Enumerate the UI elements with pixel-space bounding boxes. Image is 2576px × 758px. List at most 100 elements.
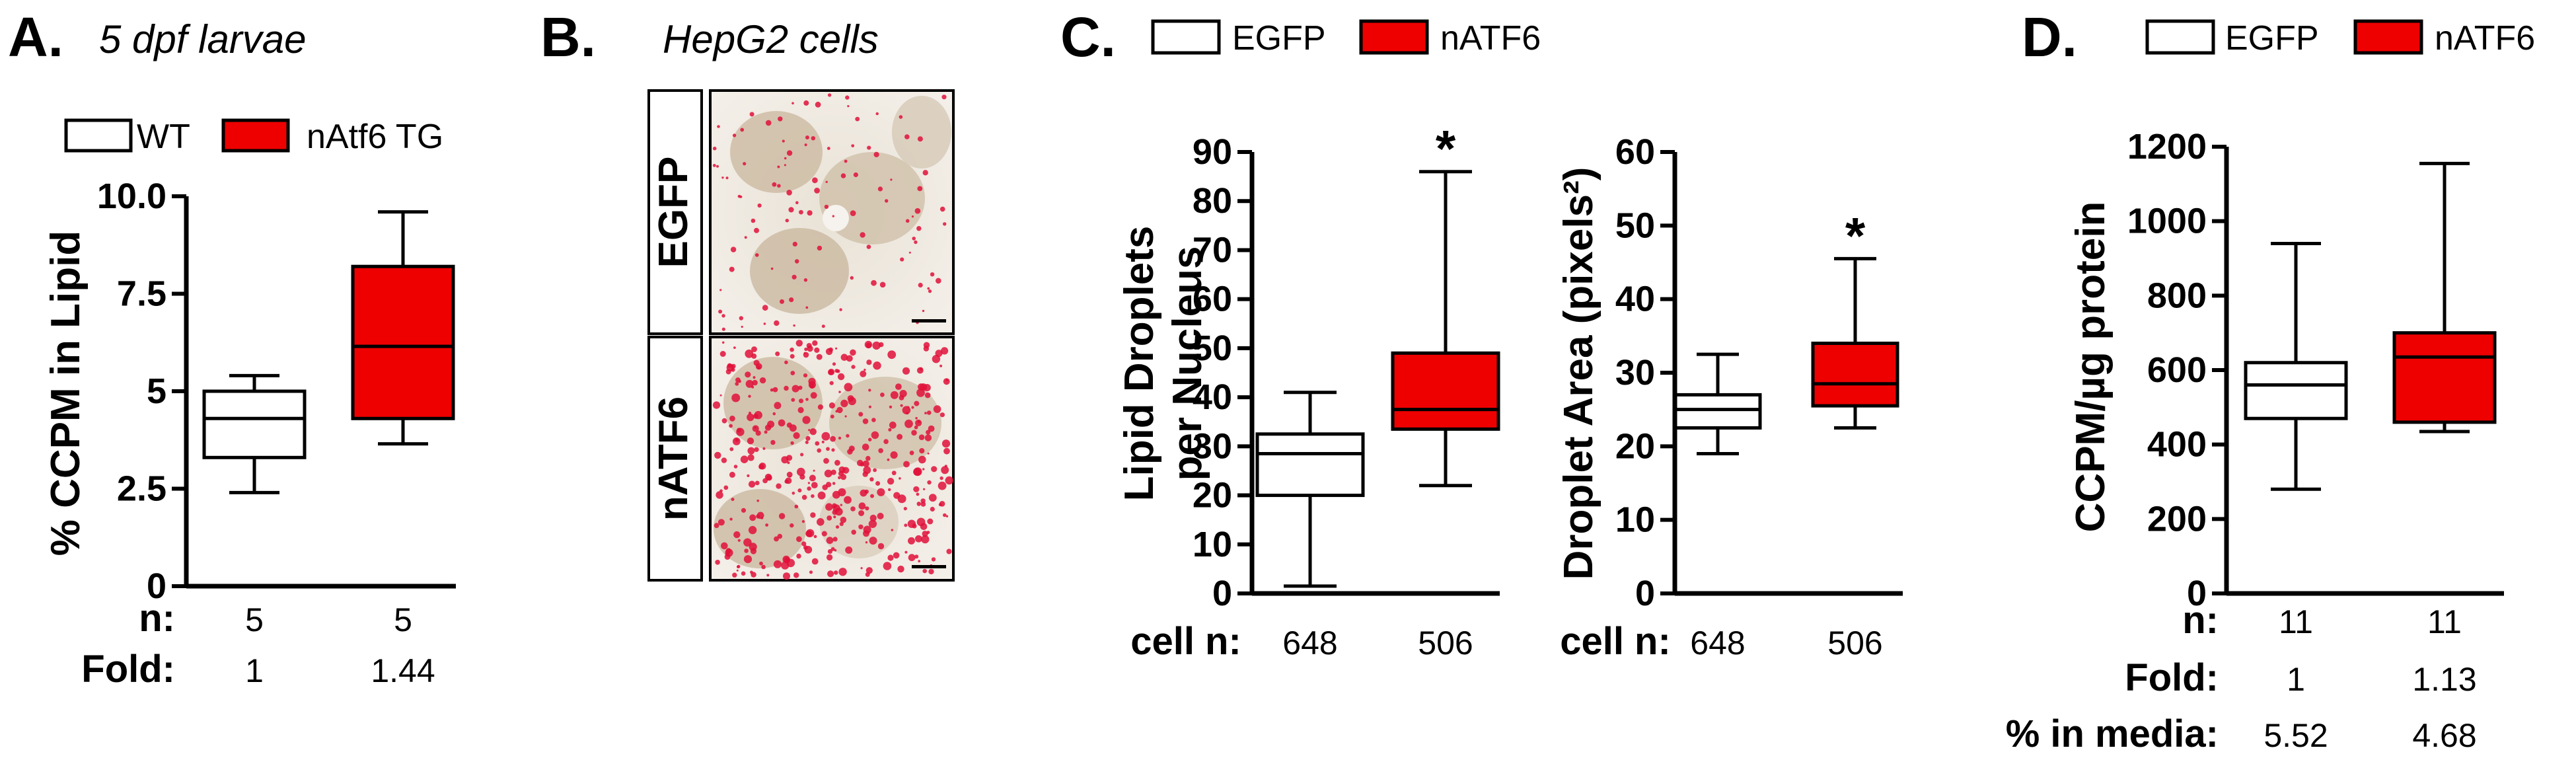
lipid-droplet (865, 342, 872, 349)
lipid-droplet (869, 514, 877, 522)
lipid-droplet (853, 172, 858, 178)
lipid-droplet (839, 308, 842, 311)
lipid-droplet (777, 184, 781, 188)
box-0 (1674, 393, 1762, 430)
lipid-droplet (827, 570, 834, 578)
lipid-droplet (914, 240, 918, 245)
lipid-droplet (798, 385, 803, 390)
lipid-droplet (838, 436, 842, 440)
lipid-droplet (789, 475, 791, 478)
lipid-droplet (752, 379, 758, 386)
lipid-droplet (808, 377, 816, 385)
lipid-droplet (755, 430, 761, 436)
lipid-droplet (741, 508, 747, 513)
lipid-droplet (840, 504, 843, 506)
lipid-droplet (879, 282, 886, 288)
lipid-droplet (837, 373, 845, 381)
legend-swatch-natf6-tg (221, 118, 290, 153)
lipid-droplet (749, 514, 756, 521)
lipid-droplet (919, 367, 923, 371)
lipid-droplet (827, 515, 832, 521)
lipid-droplet (777, 533, 783, 539)
lipid-droplet (893, 552, 900, 559)
lipid-droplet (844, 415, 847, 418)
lipid-droplet (826, 537, 834, 545)
lipid-droplet (765, 523, 768, 527)
lipid-droplet (787, 461, 790, 465)
panel-d-n-natf6: 11 (2427, 603, 2462, 640)
lipid-droplet (883, 439, 889, 444)
lipid-droplet (778, 116, 783, 122)
legend-swatch-natf6-d (2353, 19, 2423, 55)
lipid-droplet (786, 150, 793, 156)
lipid-droplet (918, 560, 921, 562)
lipid-droplet (878, 448, 883, 453)
lipid-droplet (752, 425, 759, 432)
row-label-box-egfp (647, 89, 703, 335)
lipid-droplet (851, 529, 856, 535)
lipid-droplet (844, 159, 848, 163)
lipid-droplet (873, 151, 879, 157)
chart-d-box-plot: 0 200 400 600 800 1000 1200 (2127, 127, 2504, 613)
lipid-droplet (877, 512, 884, 519)
lipid-droplet (793, 432, 800, 439)
lipid-droplet (719, 351, 726, 357)
lipid-droplet (811, 494, 815, 498)
lipid-droplet (928, 425, 935, 432)
panel-a-n-wt: 5 (245, 601, 264, 638)
lipid-droplet (809, 570, 813, 574)
lipid-droplet (797, 488, 802, 493)
lipid-droplet (939, 206, 945, 212)
lipid-droplet (754, 227, 759, 233)
lipid-droplet (784, 157, 787, 160)
lipid-droplet (817, 491, 826, 500)
lipid-droplet (943, 378, 950, 385)
lipid-droplet (738, 380, 741, 383)
lipid-droplet (747, 447, 755, 455)
y-tick-label: 5 (147, 371, 166, 411)
lipid-droplet (774, 536, 779, 542)
lipid-droplet (920, 502, 926, 507)
legend-label-natf6-tg: nAtf6 TG (307, 118, 443, 156)
lipid-droplet (887, 350, 897, 360)
lipid-droplet (797, 467, 805, 476)
lipid-droplet (931, 557, 936, 562)
lipid-droplet (830, 436, 836, 442)
micrograph-row-egfp: EGFP (647, 89, 955, 335)
lipid-droplet (759, 377, 766, 384)
lipid-droplet (811, 558, 819, 565)
chart-c-left-ylabel-line1: Lipid Droplets (1117, 226, 1162, 502)
lipid-droplet (821, 531, 827, 537)
panel-d-fold-egfp: 1 (2287, 661, 2305, 698)
lipid-droplet (877, 186, 883, 192)
lipid-droplet (922, 468, 925, 471)
lipid-droplet (791, 385, 799, 393)
lipid-droplet (840, 173, 846, 178)
lipid-droplet (915, 535, 922, 543)
y-tick-label: 0 (147, 566, 166, 606)
lipid-droplet (824, 204, 829, 209)
lipid-droplet (860, 370, 867, 377)
lipid-droplet (743, 162, 747, 166)
lipid-droplet (797, 406, 804, 414)
y-tick-label: 0 (1212, 574, 1232, 613)
lipid-droplet (743, 538, 752, 547)
lipid-droplet (803, 545, 808, 550)
lipid-droplet (939, 501, 945, 507)
lipid-droplet (838, 488, 846, 497)
lipid-droplet (860, 462, 864, 467)
lipid-droplet (805, 530, 813, 537)
panel-c-right-cell-n-label: cell n: (1560, 620, 1671, 663)
lipid-droplet (770, 439, 776, 445)
lipid-droplet (873, 361, 881, 370)
lipid-droplet (904, 134, 910, 139)
lipid-droplet (812, 177, 818, 184)
lipid-droplet (814, 347, 820, 354)
lipid-droplet (891, 471, 897, 476)
lipid-droplet (808, 429, 811, 432)
lipid-droplet (906, 412, 909, 415)
lipid-droplet (904, 550, 908, 554)
lipid-droplet (931, 466, 938, 473)
lipid-droplet (850, 210, 856, 216)
lipid-droplet (721, 176, 724, 179)
